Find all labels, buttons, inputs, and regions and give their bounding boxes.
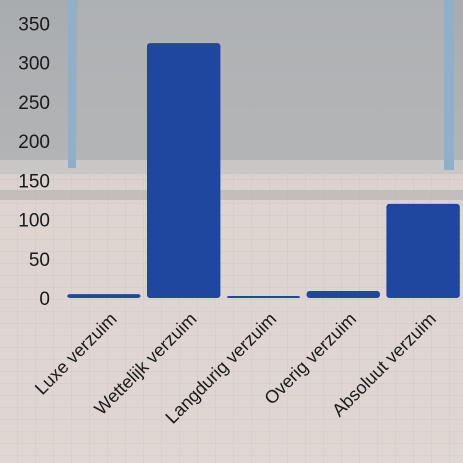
y-tick-label: 300 (18, 54, 50, 75)
y-tick-label: 0 (39, 289, 50, 310)
y-tick-label: 100 (18, 211, 50, 232)
y-tick-label: 250 (18, 93, 50, 114)
y-tick-label: 50 (29, 250, 50, 271)
bars (67, 43, 460, 299)
bar (386, 203, 460, 298)
y-tick-label: 350 (18, 15, 50, 36)
y-tick-label: 150 (18, 171, 50, 192)
bar (226, 296, 301, 298)
y-tick-label: 200 (18, 132, 50, 153)
y-axis-tick-labels: 0 50 100 150 200 250 300 350 (18, 15, 50, 310)
bar (306, 290, 381, 298)
bar (146, 43, 221, 299)
bar (67, 294, 141, 298)
